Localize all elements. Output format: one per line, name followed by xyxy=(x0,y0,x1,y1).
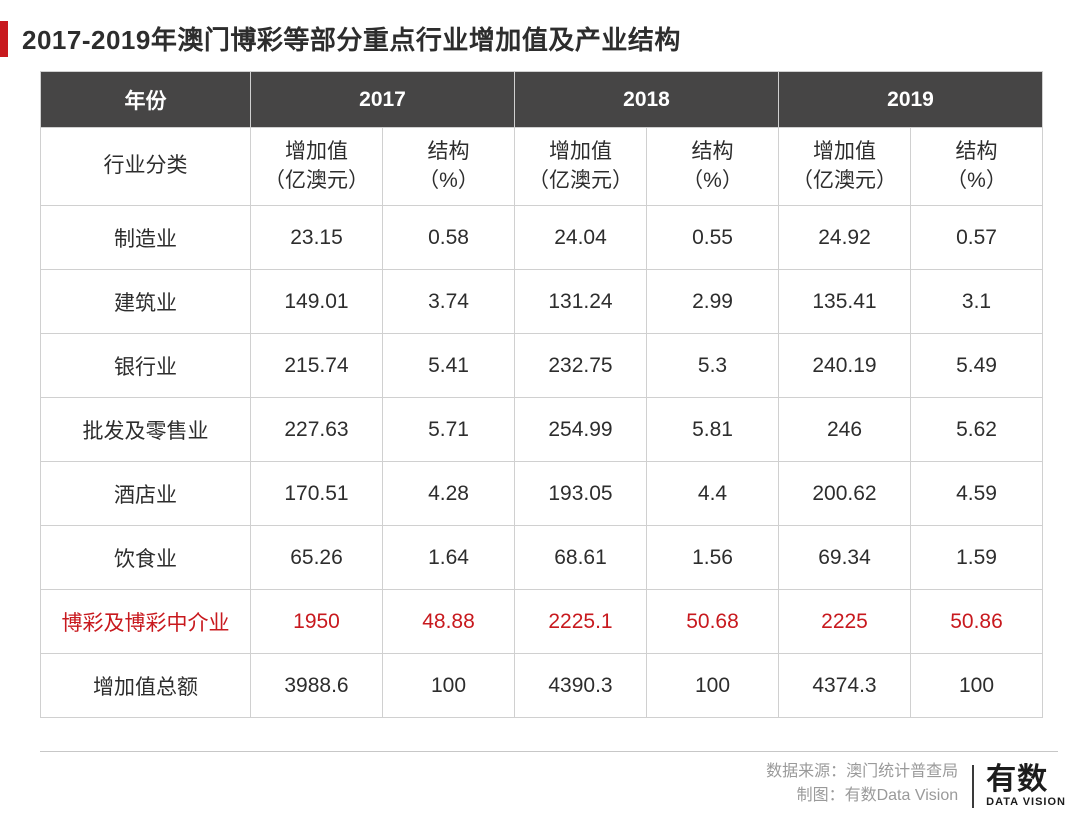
footer-divider xyxy=(40,751,1058,752)
data-cell: 2225 xyxy=(779,590,911,654)
row-label: 增加值总额 xyxy=(41,654,251,718)
data-cell: 4.28 xyxy=(383,462,515,526)
data-cell: 4390.3 xyxy=(515,654,647,718)
data-cell: 5.71 xyxy=(383,398,515,462)
col-value-2017: 增加值（亿澳元） xyxy=(251,128,383,206)
data-cell: 246 xyxy=(779,398,911,462)
logo-en: DATA VISION xyxy=(986,797,1066,808)
data-cell: 240.19 xyxy=(779,334,911,398)
data-cell: 5.41 xyxy=(383,334,515,398)
data-cell: 5.49 xyxy=(911,334,1043,398)
data-cell: 3988.6 xyxy=(251,654,383,718)
data-cell: 5.62 xyxy=(911,398,1043,462)
data-cell: 2225.1 xyxy=(515,590,647,654)
year-2018: 2018 xyxy=(515,72,779,128)
data-cell: 0.55 xyxy=(647,206,779,270)
data-cell: 23.15 xyxy=(251,206,383,270)
data-cell: 100 xyxy=(383,654,515,718)
table-body: 制造业23.150.5824.040.5524.920.57建筑业149.013… xyxy=(41,206,1043,718)
data-cell: 48.88 xyxy=(383,590,515,654)
col-pct-2019: 结构（%） xyxy=(911,128,1043,206)
data-cell: 24.92 xyxy=(779,206,911,270)
category-label: 行业分类 xyxy=(41,128,251,206)
col-pct-2018: 结构（%） xyxy=(647,128,779,206)
chart-label: 制图： xyxy=(797,787,845,804)
year-header-row: 年份 2017 2018 2019 xyxy=(41,72,1043,128)
table-row: 增加值总额3988.61004390.31004374.3100 xyxy=(41,654,1043,718)
table-row: 酒店业170.514.28193.054.4200.624.59 xyxy=(41,462,1043,526)
sub-header-row: 行业分类 增加值（亿澳元） 结构（%） 增加值（亿澳元） 结构（%） 增加值（亿… xyxy=(41,128,1043,206)
data-cell: 69.34 xyxy=(779,526,911,590)
year-2019: 2019 xyxy=(779,72,1043,128)
data-cell: 1.59 xyxy=(911,526,1043,590)
data-cell: 1.56 xyxy=(647,526,779,590)
data-cell: 170.51 xyxy=(251,462,383,526)
data-cell: 232.75 xyxy=(515,334,647,398)
col-value-2018: 增加值（亿澳元） xyxy=(515,128,647,206)
data-cell: 100 xyxy=(647,654,779,718)
row-label: 饮食业 xyxy=(41,526,251,590)
data-cell: 131.24 xyxy=(515,270,647,334)
row-label: 建筑业 xyxy=(41,270,251,334)
source-value: 澳门统计普查局 xyxy=(846,763,958,780)
data-cell: 24.04 xyxy=(515,206,647,270)
logo-cn: 有数 xyxy=(986,765,1048,795)
data-cell: 4.4 xyxy=(647,462,779,526)
data-cell: 1950 xyxy=(251,590,383,654)
table-container: 年份 2017 2018 2019 行业分类 增加值（亿澳元） 结构（%） 增加… xyxy=(0,71,1080,718)
page-title: 2017-2019年澳门博彩等部分重点行业增加值及产业结构 xyxy=(22,20,681,57)
col-value-2019: 增加值（亿澳元） xyxy=(779,128,911,206)
data-cell: 193.05 xyxy=(515,462,647,526)
data-cell: 4.59 xyxy=(911,462,1043,526)
table-head: 年份 2017 2018 2019 行业分类 增加值（亿澳元） 结构（%） 增加… xyxy=(41,72,1043,206)
logo: 有数 DATA VISION xyxy=(972,765,1066,808)
year-2017: 2017 xyxy=(251,72,515,128)
data-cell: 68.61 xyxy=(515,526,647,590)
footer-credits: 数据来源：澳门统计普查局 制图：有数Data Vision xyxy=(766,760,958,808)
data-cell: 135.41 xyxy=(779,270,911,334)
data-cell: 227.63 xyxy=(251,398,383,462)
table-row: 博彩及博彩中介业195048.882225.150.68222550.86 xyxy=(41,590,1043,654)
data-cell: 4374.3 xyxy=(779,654,911,718)
accent-block xyxy=(0,21,8,57)
table-row: 建筑业149.013.74131.242.99135.413.1 xyxy=(41,270,1043,334)
data-cell: 215.74 xyxy=(251,334,383,398)
data-cell: 50.68 xyxy=(647,590,779,654)
col-pct-2017: 结构（%） xyxy=(383,128,515,206)
source-label: 数据来源： xyxy=(766,763,846,780)
table-row: 银行业215.745.41232.755.3240.195.49 xyxy=(41,334,1043,398)
row-label: 酒店业 xyxy=(41,462,251,526)
data-cell: 149.01 xyxy=(251,270,383,334)
data-cell: 100 xyxy=(911,654,1043,718)
table-row: 制造业23.150.5824.040.5524.920.57 xyxy=(41,206,1043,270)
data-cell: 65.26 xyxy=(251,526,383,590)
industry-table: 年份 2017 2018 2019 行业分类 增加值（亿澳元） 结构（%） 增加… xyxy=(40,71,1043,718)
data-cell: 200.62 xyxy=(779,462,911,526)
data-cell: 2.99 xyxy=(647,270,779,334)
data-cell: 0.57 xyxy=(911,206,1043,270)
data-cell: 0.58 xyxy=(383,206,515,270)
footer: 数据来源：澳门统计普查局 制图：有数Data Vision 有数 DATA VI… xyxy=(766,760,1066,808)
data-cell: 5.3 xyxy=(647,334,779,398)
data-cell: 254.99 xyxy=(515,398,647,462)
data-cell: 3.1 xyxy=(911,270,1043,334)
table-row: 饮食业65.261.6468.611.5669.341.59 xyxy=(41,526,1043,590)
row-label: 批发及零售业 xyxy=(41,398,251,462)
row-label: 博彩及博彩中介业 xyxy=(41,590,251,654)
chart-value: 有数Data Vision xyxy=(845,787,959,804)
title-bar: 2017-2019年澳门博彩等部分重点行业增加值及产业结构 xyxy=(0,0,1080,71)
data-cell: 1.64 xyxy=(383,526,515,590)
data-cell: 3.74 xyxy=(383,270,515,334)
table-row: 批发及零售业227.635.71254.995.812465.62 xyxy=(41,398,1043,462)
row-label: 银行业 xyxy=(41,334,251,398)
data-cell: 50.86 xyxy=(911,590,1043,654)
row-label: 制造业 xyxy=(41,206,251,270)
year-label-cell: 年份 xyxy=(41,72,251,128)
data-cell: 5.81 xyxy=(647,398,779,462)
